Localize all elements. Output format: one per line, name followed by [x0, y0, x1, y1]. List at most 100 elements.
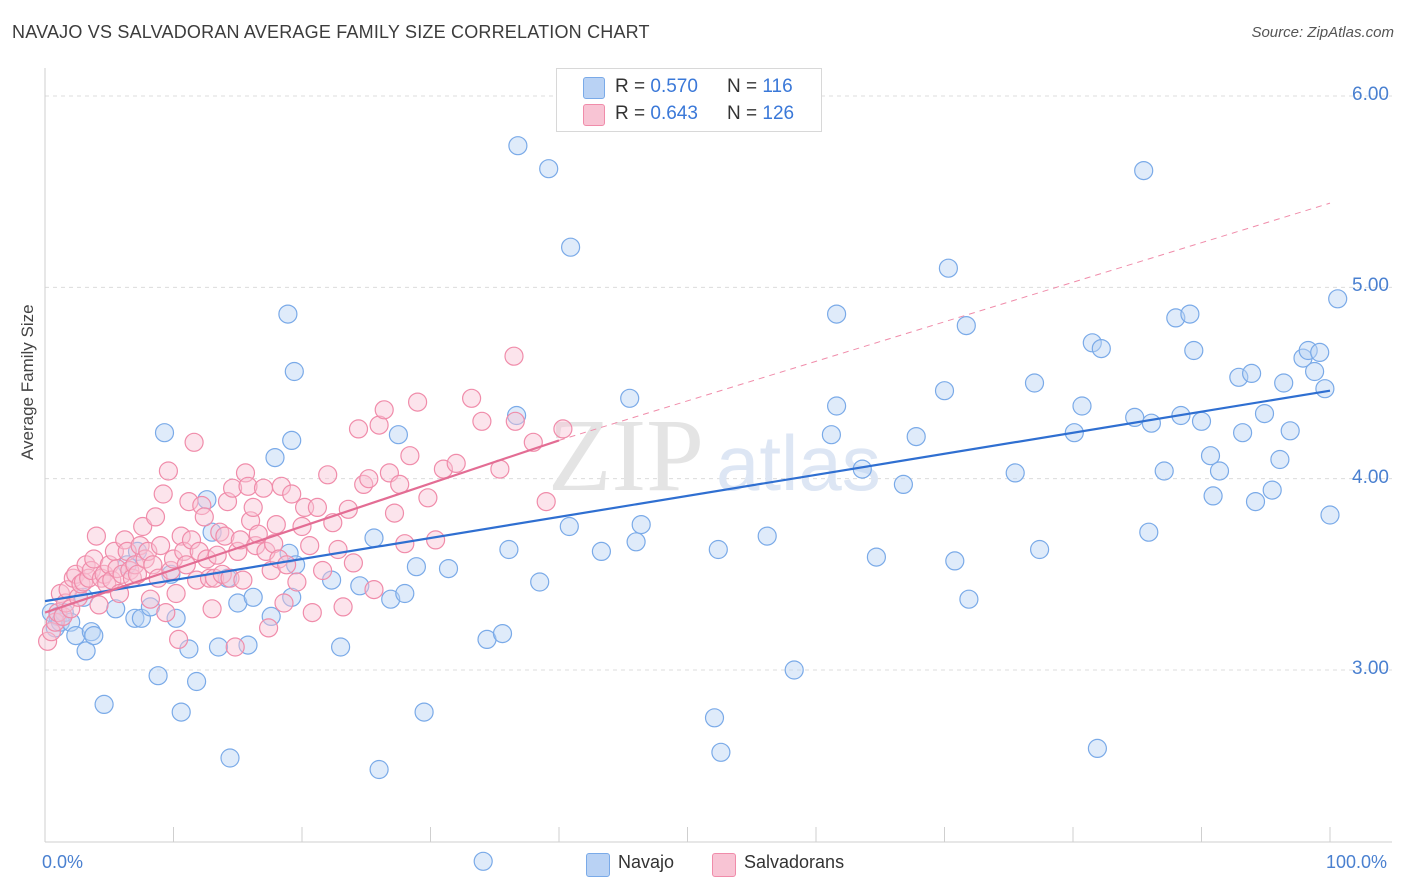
trendline-salvadorans: [558, 202, 1331, 441]
data-point: [202, 599, 222, 619]
legend-navajo-label: Navajo: [618, 852, 675, 872]
data-point: [271, 476, 291, 496]
data-point: [388, 425, 408, 445]
data-point: [364, 528, 384, 548]
data-point: [956, 316, 976, 336]
data-point: [1270, 449, 1290, 470]
data-point: [277, 555, 297, 575]
data-point: [307, 497, 327, 517]
data-point: [504, 346, 524, 366]
data-point: [395, 583, 415, 604]
data-point: [140, 589, 160, 609]
data-point: [153, 484, 173, 504]
data-point: [359, 469, 379, 489]
data-point: [591, 541, 612, 562]
data-point: [266, 514, 286, 535]
data-point: [215, 526, 235, 546]
data-point: [826, 396, 847, 416]
data-point: [148, 666, 168, 686]
data-point: [261, 606, 281, 627]
trendline-salvadorans: [44, 439, 560, 614]
data-point: [530, 572, 550, 592]
data-point: [133, 516, 153, 537]
data-point: [505, 411, 525, 431]
data-point: [369, 759, 389, 780]
data-point: [826, 304, 847, 324]
legend-navajo-swatch: [586, 853, 610, 877]
data-point: [302, 602, 322, 623]
data-point: [171, 526, 191, 546]
source-label: Source: ZipAtlas.com: [1251, 24, 1394, 41]
data-point: [934, 381, 955, 401]
data-point: [1191, 411, 1212, 431]
y-tick-label: 3.00: [1352, 658, 1389, 679]
data-point: [76, 641, 96, 661]
data-point: [287, 572, 307, 592]
x-tick-label: 0.0%: [42, 852, 84, 872]
data-point: [238, 476, 258, 496]
navajo-n: N = 116: [727, 76, 793, 97]
data-point: [194, 507, 214, 527]
data-point: [125, 608, 145, 628]
watermark-zip: ZIP: [548, 398, 704, 513]
data-point: [1328, 289, 1348, 309]
data-point: [225, 637, 245, 657]
data-point: [1200, 446, 1221, 466]
data-point: [406, 557, 426, 577]
data-point: [418, 488, 438, 508]
data-point: [166, 583, 186, 604]
series-navajo: [41, 136, 1348, 871]
salvadorans-r: R = 0.643: [615, 103, 698, 124]
data-point: [1245, 492, 1266, 512]
data-point: [328, 539, 348, 560]
data-point: [163, 549, 184, 569]
data-point: [61, 599, 81, 619]
data-point: [331, 637, 351, 657]
data-point: [473, 851, 493, 871]
x-tick-label: 100.0%: [1326, 852, 1388, 872]
data-point: [284, 361, 304, 382]
data-point: [192, 495, 212, 516]
data-point: [893, 474, 914, 494]
data-point: [1029, 539, 1050, 560]
y-tick-label: 5.00: [1352, 275, 1389, 297]
data-point: [381, 589, 401, 609]
data-point: [1139, 522, 1159, 542]
data-point: [313, 560, 333, 581]
data-point: [1024, 373, 1045, 393]
data-point: [384, 503, 405, 523]
data-point: [1274, 373, 1294, 393]
data-point: [166, 608, 186, 628]
data-point: [536, 492, 556, 512]
data-point: [145, 507, 166, 527]
data-point: [1091, 339, 1111, 359]
data-point: [906, 427, 926, 447]
data-point: [282, 430, 302, 450]
data-point: [784, 660, 804, 680]
data-point: [1184, 340, 1204, 361]
data-point: [300, 535, 320, 556]
stats-row-navajo: R = 0.570 N = 116: [557, 74, 821, 100]
navajo-swatch: [583, 77, 605, 99]
data-point: [338, 499, 358, 519]
data-point: [446, 453, 466, 473]
data-point: [156, 602, 176, 623]
data-point: [1005, 463, 1025, 483]
data-point: [1203, 486, 1223, 506]
data-point: [89, 595, 109, 615]
data-point: [259, 618, 279, 638]
data-point: [1141, 413, 1162, 433]
data-point: [938, 258, 959, 278]
data-point: [282, 484, 302, 504]
data-point: [1320, 505, 1340, 525]
data-point: [708, 539, 728, 560]
data-point: [1280, 421, 1300, 441]
data-point: [158, 461, 178, 481]
data-point: [426, 530, 446, 550]
legend-salvadorans-swatch: [712, 853, 736, 877]
data-point: [704, 708, 725, 728]
data-point: [408, 392, 428, 412]
data-point: [1241, 363, 1262, 383]
salvadorans-n: N = 126: [727, 103, 795, 124]
